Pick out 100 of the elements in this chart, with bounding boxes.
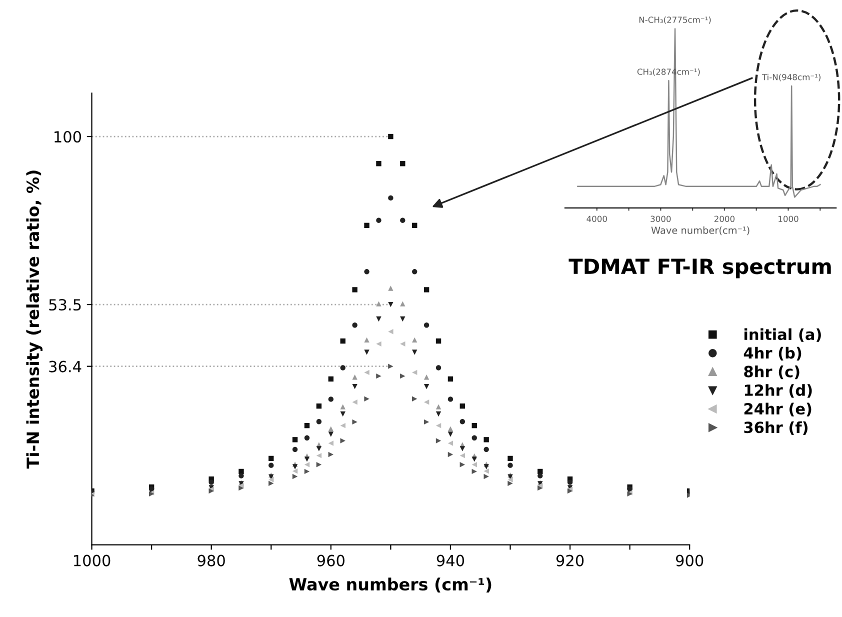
x-axis-title: Wave number(cm⁻¹)	[651, 226, 750, 236]
point	[376, 161, 382, 166]
point	[388, 195, 394, 201]
point	[484, 468, 489, 474]
text: TDMAT FT-IR spectrum	[568, 258, 831, 278]
point	[436, 338, 442, 344]
point	[436, 438, 442, 444]
legend-label: 24hr (e)	[744, 402, 812, 416]
point	[352, 399, 358, 405]
point	[352, 419, 358, 425]
point	[472, 456, 477, 462]
x-tick-label: 4000	[586, 216, 607, 222]
point	[304, 422, 310, 428]
x-tick-label: 900	[676, 554, 704, 566]
point	[412, 269, 418, 274]
point	[208, 480, 214, 485]
point	[352, 287, 358, 292]
point	[376, 218, 382, 223]
point	[316, 446, 322, 452]
point	[352, 384, 358, 390]
point	[424, 322, 430, 328]
x-tick-label: 960	[317, 554, 344, 566]
point	[292, 464, 298, 470]
point	[238, 468, 244, 474]
point	[400, 316, 406, 322]
point	[400, 218, 406, 223]
legend-label: 8hr (c)	[744, 366, 800, 380]
point	[484, 446, 489, 452]
point	[340, 338, 346, 344]
point	[376, 373, 382, 379]
y-tick-label: 36.4	[49, 360, 82, 372]
point	[316, 462, 322, 468]
point	[412, 396, 418, 402]
point	[412, 370, 418, 376]
point	[412, 350, 418, 355]
point	[304, 456, 310, 462]
point	[448, 432, 454, 437]
point	[424, 384, 430, 390]
point	[364, 269, 370, 274]
annotation: N-CH₃(2775cm⁻¹)	[639, 16, 711, 24]
x-tick-label: 1000	[778, 216, 798, 222]
point	[436, 422, 442, 428]
point	[508, 462, 513, 468]
legend-label: 4hr (b)	[744, 346, 802, 361]
point	[472, 422, 477, 428]
point	[508, 456, 513, 462]
point	[340, 404, 346, 410]
point	[484, 474, 489, 480]
point	[376, 316, 382, 322]
y-tick-label: 100	[54, 130, 82, 143]
point	[400, 301, 406, 306]
point	[424, 287, 430, 292]
point	[388, 329, 394, 334]
point	[412, 222, 418, 228]
x-tick-label: 1000	[74, 554, 110, 566]
point	[472, 462, 477, 468]
point	[460, 419, 466, 424]
point	[484, 464, 489, 470]
legend-label: initial (a)	[744, 328, 821, 342]
point	[436, 365, 442, 370]
point	[448, 452, 454, 458]
point	[304, 462, 310, 468]
point	[238, 485, 244, 491]
x-axis-title: Wave numbers (cm⁻¹)	[289, 578, 492, 593]
point	[424, 419, 430, 425]
point	[352, 374, 358, 380]
point	[388, 302, 394, 308]
y-axis-title: Ti-N intensity (relative ratio, %)	[26, 170, 42, 469]
x-tick-label: 2000	[714, 216, 735, 222]
point	[316, 403, 322, 409]
point	[388, 134, 394, 140]
x-tick-label: 940	[436, 554, 464, 566]
point	[268, 477, 274, 482]
point	[472, 468, 477, 474]
point	[268, 480, 274, 486]
point	[316, 419, 322, 424]
point	[400, 373, 406, 379]
x-tick-label: 980	[198, 554, 225, 566]
point	[436, 404, 442, 410]
point	[316, 452, 322, 458]
point	[436, 411, 442, 417]
point	[448, 440, 454, 446]
point	[304, 435, 310, 440]
point	[328, 440, 334, 446]
point	[292, 437, 298, 442]
point	[328, 376, 334, 382]
point	[328, 452, 334, 458]
point	[448, 396, 454, 402]
x-tick-label: 3000	[650, 216, 671, 222]
point	[238, 473, 244, 478]
point	[538, 473, 543, 478]
x-tick-label: 920	[556, 554, 584, 566]
point	[448, 426, 454, 432]
point	[388, 364, 394, 369]
y-tick-label: 53.5	[49, 299, 81, 311]
point	[424, 374, 430, 380]
point	[460, 462, 466, 468]
point	[328, 396, 334, 402]
point	[364, 337, 370, 343]
point	[472, 435, 477, 440]
